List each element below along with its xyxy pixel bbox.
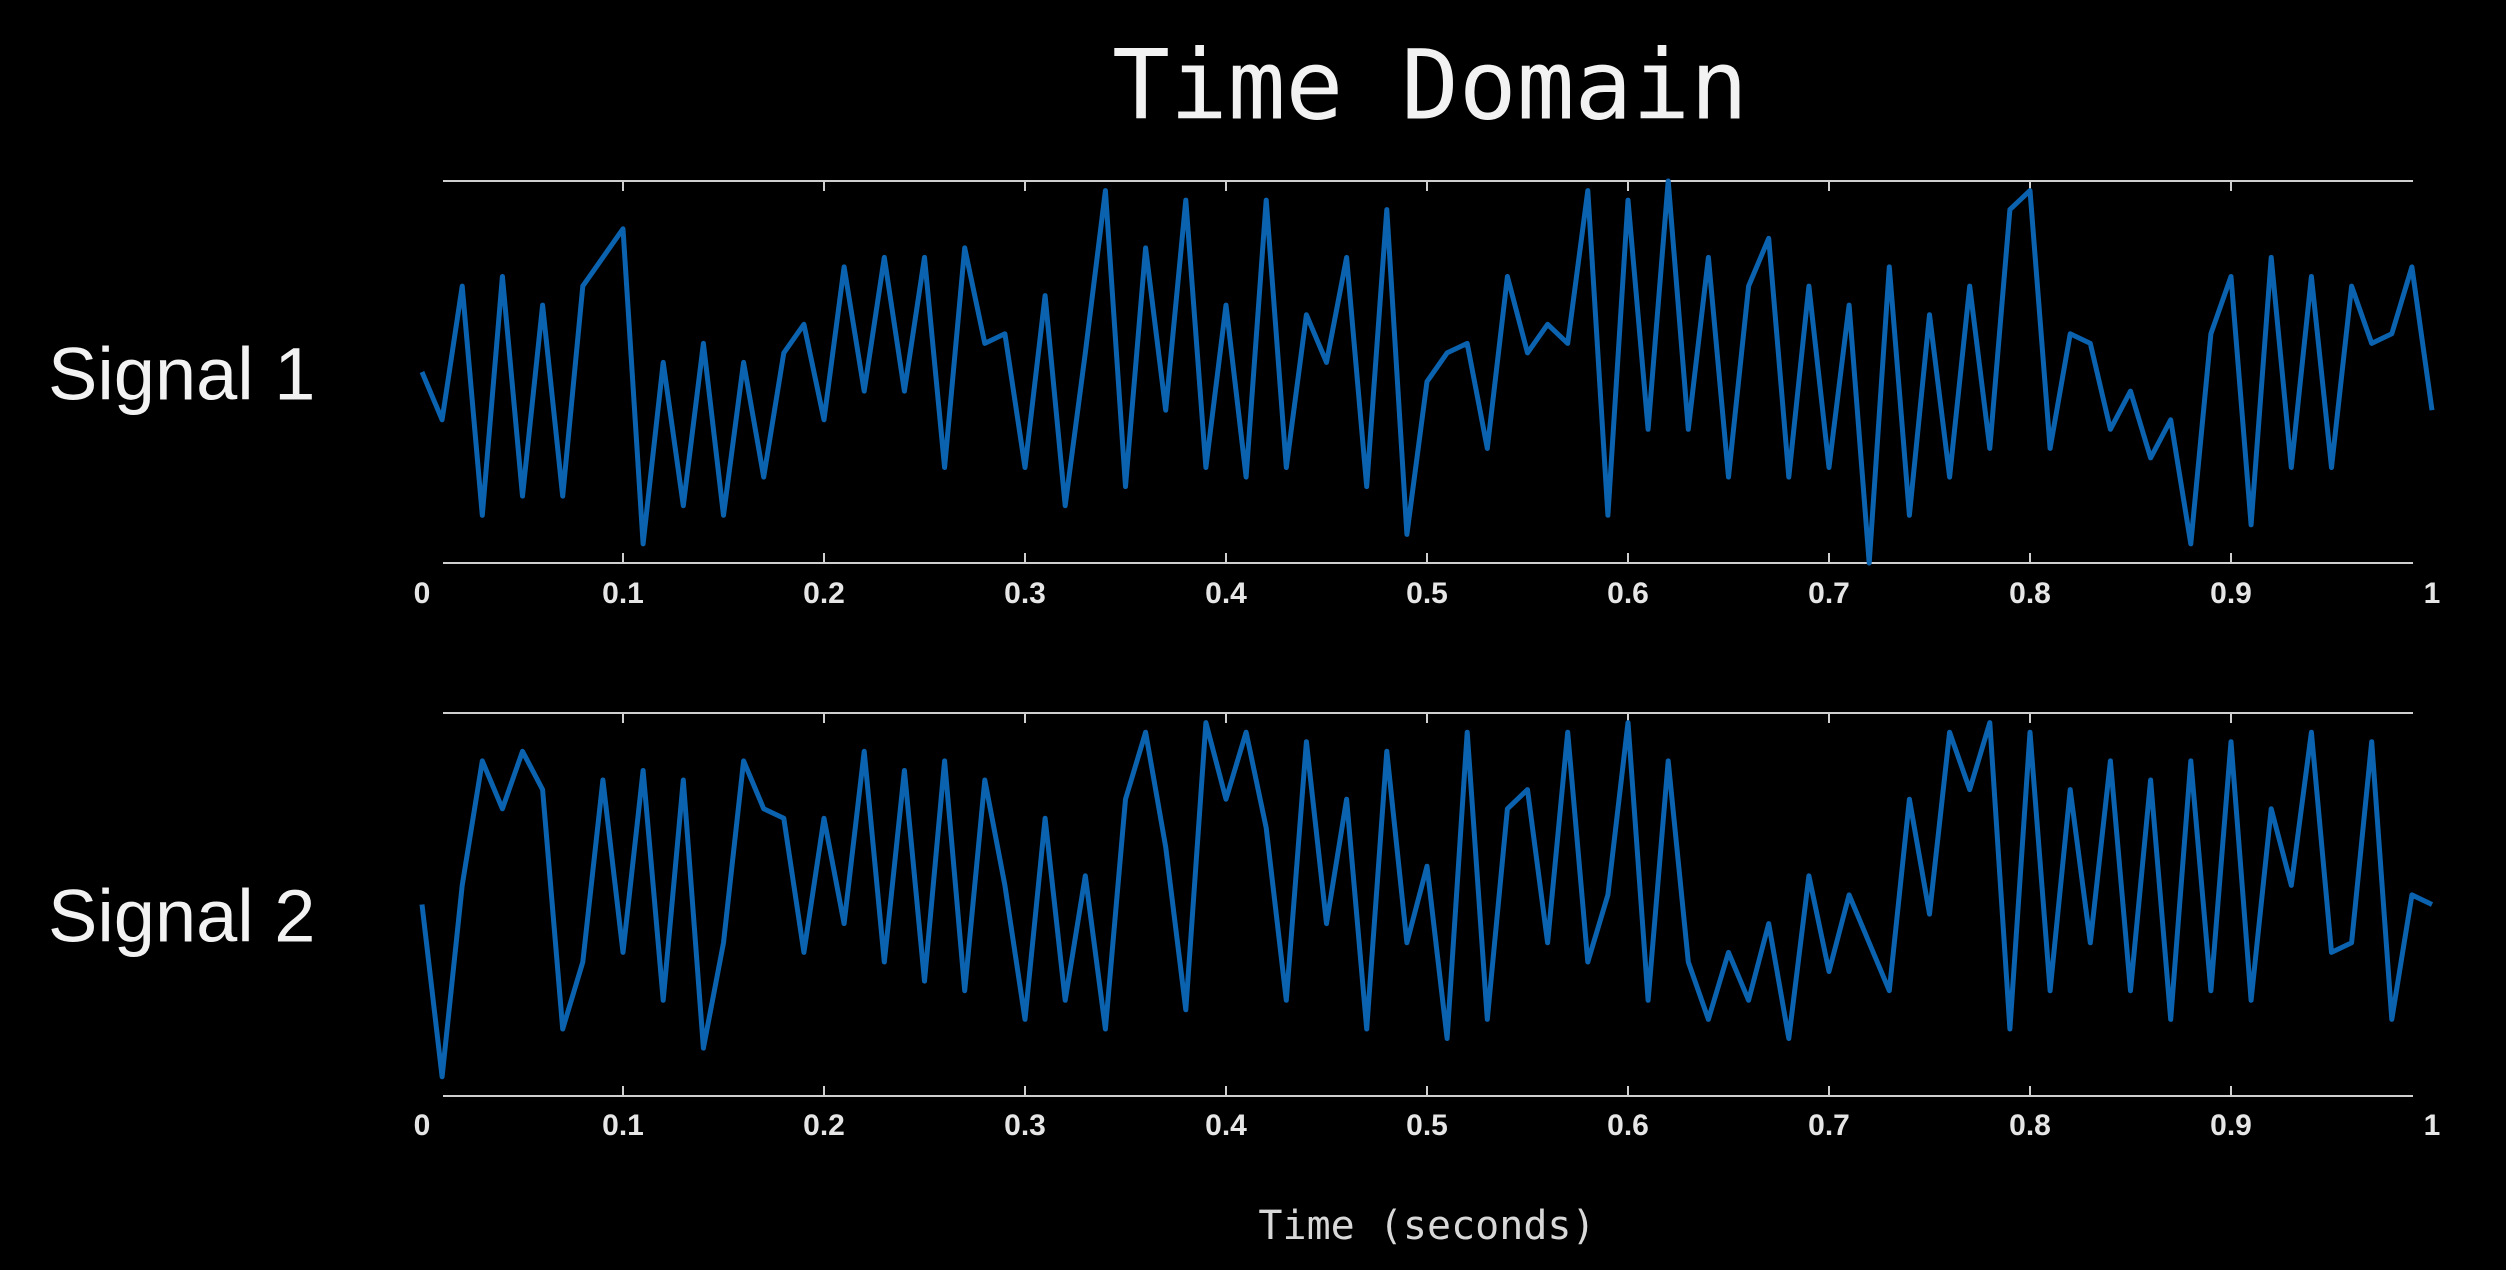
x-tick-label: 0.8: [2009, 577, 2051, 610]
x-tick-label: 0.2: [803, 1109, 845, 1142]
x-tick-label: 0.7: [1808, 1109, 1850, 1142]
x-tick-label: 0.5: [1406, 1109, 1448, 1142]
x-tick-label: 0: [414, 1109, 431, 1142]
x-tick-label: 1: [2424, 577, 2441, 610]
x-tick-label: 0.3: [1004, 577, 1046, 610]
x-tick-label: 0.1: [602, 1109, 644, 1142]
signal-line: [419, 178, 2435, 566]
x-tick-label: 0.9: [2210, 1109, 2252, 1142]
x-label: Time (seconds): [1258, 1203, 1595, 1249]
x-tick-label: 0.4: [1205, 1109, 1247, 1142]
x-tick-label: 0.8: [2009, 1109, 2051, 1142]
signal-line: [419, 720, 2434, 1080]
x-tick-label: 0.5: [1406, 577, 1448, 610]
x-tick-label: 0.9: [2210, 577, 2252, 610]
x-tick-label: 0.1: [602, 577, 644, 610]
y-label: Signal 2: [48, 875, 315, 958]
y-label: Signal 1: [48, 333, 315, 416]
x-tick-label: 0.7: [1808, 577, 1850, 610]
x-tick-label: 0.2: [803, 577, 845, 610]
x-tick-label: 0: [414, 577, 431, 610]
x-tick-label: 0.6: [1607, 1109, 1649, 1142]
x-tick-label: 1: [2424, 1109, 2441, 1142]
x-tick-label: 0.6: [1607, 577, 1649, 610]
x-tick-label: 0.3: [1004, 1109, 1046, 1142]
x-tick-label: 0.4: [1205, 577, 1247, 610]
chart-title: Time Domain: [1112, 29, 1748, 141]
